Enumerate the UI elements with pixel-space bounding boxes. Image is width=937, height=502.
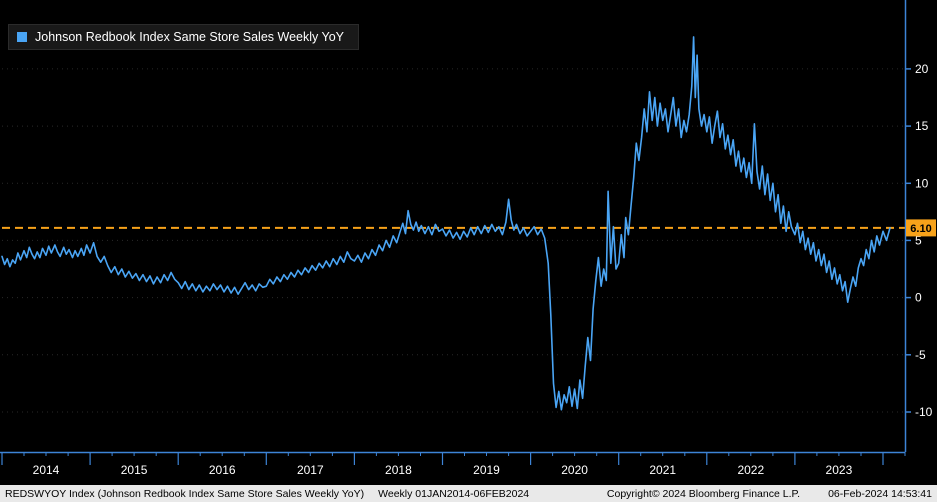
y-tick-label: 20 bbox=[915, 62, 929, 76]
footer-bar: REDSWYOY Index (Johnson Redbook Index Sa… bbox=[0, 485, 937, 502]
y-tick-label: 10 bbox=[915, 176, 929, 190]
x-tick-label: 2015 bbox=[121, 463, 148, 477]
series-swatch-icon bbox=[17, 32, 27, 42]
x-tick-label: 2016 bbox=[209, 463, 236, 477]
x-tick-label: 2014 bbox=[33, 463, 60, 477]
legend-label: Johnson Redbook Index Same Store Sales W… bbox=[35, 30, 344, 44]
x-tick-label: 2020 bbox=[561, 463, 588, 477]
x-tick-label: 2022 bbox=[737, 463, 764, 477]
series-line-redswyoy-index bbox=[1, 36, 891, 411]
legend-item-redswyoy[interactable]: Johnson Redbook Index Same Store Sales W… bbox=[8, 24, 359, 50]
x-tick-label: 2023 bbox=[826, 463, 853, 477]
footer-date-range: Weekly 01JAN2014-06FEB2024 bbox=[378, 487, 530, 500]
footer-ticker-description: REDSWYOY Index (Johnson Redbook Index Sa… bbox=[5, 487, 365, 500]
x-tick-label: 2021 bbox=[649, 463, 676, 477]
last-value-badge-text: 6.10 bbox=[910, 223, 931, 235]
x-tick-label: 2017 bbox=[297, 463, 324, 477]
y-tick-label: -10 bbox=[915, 405, 933, 419]
y-tick-label: -5 bbox=[915, 348, 926, 362]
footer-copyright: Copyright© 2024 Bloomberg Finance L.P. bbox=[606, 487, 801, 500]
y-tick-label: 0 bbox=[915, 291, 922, 305]
x-tick-label: 2018 bbox=[385, 463, 412, 477]
y-tick-label: 15 bbox=[915, 119, 929, 133]
footer-timestamp: 06-Feb-2024 14:53:41 bbox=[828, 487, 932, 500]
last-value-badge bbox=[906, 219, 936, 237]
y-tick-label: 5 bbox=[915, 233, 922, 247]
x-tick-label: 2019 bbox=[473, 463, 500, 477]
